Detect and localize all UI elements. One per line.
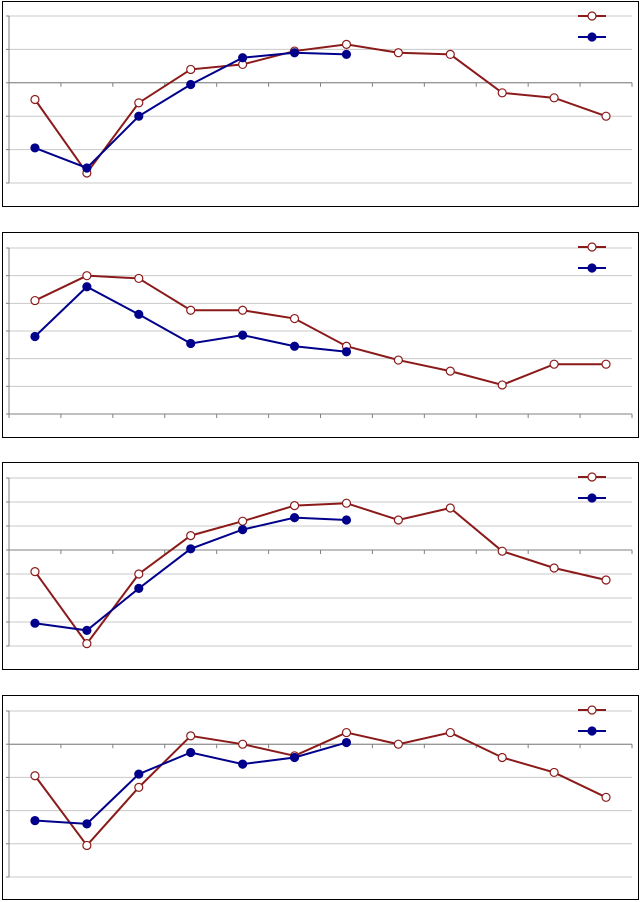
data-point [82,271,92,281]
data-point [549,563,559,573]
data-point [238,330,248,340]
legend-marker-2 [587,32,597,42]
data-point [186,544,196,554]
data-point [393,48,403,58]
data-point [30,94,40,105]
data-point [82,282,92,292]
chart-svg-2 [6,242,633,418]
legend-marker-1 [587,242,597,252]
data-point [134,583,144,594]
data-point [549,93,559,103]
legend-marker-1 [587,705,597,715]
data-point [134,273,144,284]
data-point [238,516,248,526]
data-point [134,111,144,121]
data-point [289,512,300,523]
data-point [289,313,300,324]
data-point [186,747,196,758]
series-line-1 [34,502,607,646]
data-point [186,305,196,315]
data-point [341,737,352,748]
data-point [601,792,611,802]
data-point [30,143,40,153]
data-point [30,295,40,306]
chart-svg-4 [6,705,633,878]
data-point [445,503,455,513]
data-point [134,769,144,779]
data-point [186,79,196,90]
data-point [134,309,144,320]
series-line-1 [34,43,607,175]
chart-panel-2 [2,232,639,438]
data-point [289,752,300,763]
data-point [238,759,248,769]
data-point [238,739,248,749]
data-point [289,341,300,351]
data-point [82,163,92,173]
data-point [549,359,559,369]
legend-marker-2 [587,263,597,273]
data-point [82,840,92,851]
data-point [30,618,40,628]
legend-marker-2 [587,493,597,503]
data-point [30,815,40,826]
data-point [289,500,300,511]
data-point [30,771,40,781]
data-point [497,88,507,98]
chart-panel-3 [2,462,639,670]
series-line-1 [34,274,607,387]
data-point [30,331,40,342]
data-point [341,49,352,60]
data-point [445,366,455,376]
data-point [186,731,196,741]
data-point [134,569,144,579]
data-point [134,98,144,108]
data-point [186,338,196,349]
legend-marker-1 [587,11,597,21]
data-point [341,498,352,508]
data-point [186,64,196,75]
series-line-1 [34,731,607,848]
data-point [238,53,248,63]
chart-svg-3 [6,472,633,649]
data-point [341,727,352,738]
chart-panel-1 [2,1,639,207]
data-point [30,566,40,577]
data-point [393,515,403,525]
data-point [186,530,196,541]
data-point [445,49,455,60]
chart-panel-4 [2,695,639,900]
data-point [341,515,352,525]
data-point [497,546,507,556]
data-point [238,524,248,535]
data-point [341,39,352,49]
data-point [393,739,403,749]
data-point [238,305,248,315]
data-point [497,380,507,390]
data-point [82,625,92,635]
data-point [497,752,507,763]
data-point [341,347,352,357]
legend-marker-1 [587,472,597,482]
legend-marker-2 [587,726,597,736]
data-point [549,767,559,778]
chart-svg-1 [6,11,633,184]
data-point [601,575,611,585]
data-point [134,782,144,792]
data-point [601,111,611,121]
data-point [393,355,403,365]
data-point [289,48,300,58]
data-point [601,359,611,369]
data-point [445,727,455,738]
data-point [82,639,92,649]
data-point [82,819,92,829]
